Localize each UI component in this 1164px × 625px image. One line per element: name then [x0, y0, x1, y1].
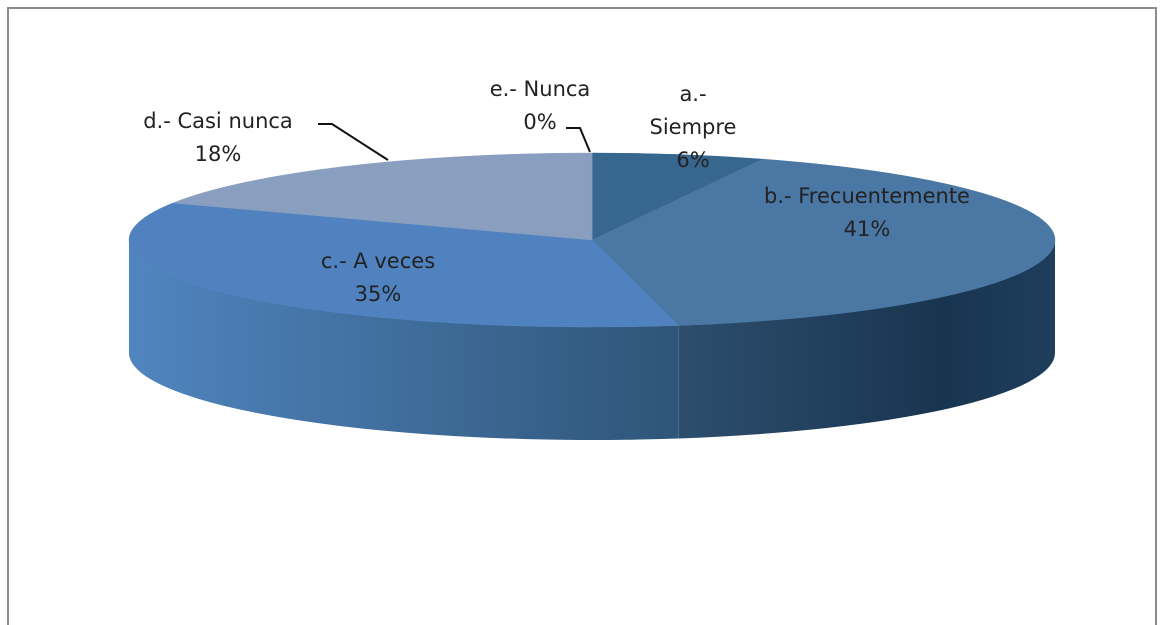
frame [7, 7, 1157, 625]
value-label: 35% [354, 282, 402, 306]
leader-line [318, 123, 389, 161]
value-label: 41% [843, 217, 891, 241]
slice-label: e.- Nunca 0% [455, 73, 625, 139]
slice [172, 152, 593, 241]
category-label: c.- A veces [320, 249, 436, 273]
slice-side [129, 240, 679, 440]
slice-label: c.- A veces 35% [283, 245, 473, 311]
slice-side [678, 240, 1055, 439]
slice-label: b.- Frecuentemente 41% [762, 180, 972, 246]
slice-label: a.- Siempre 6% [633, 78, 753, 177]
value-label: 0% [523, 110, 557, 134]
category-label: d.- Casi nunca [143, 109, 293, 133]
slice-label: d.- Casi nunca 18% [118, 105, 318, 171]
slice [128, 202, 680, 328]
slice [591, 158, 1056, 326]
slice [591, 152, 764, 241]
leader-line [566, 127, 591, 153]
category-label: a.- Siempre [649, 82, 737, 139]
category-label: e.- Nunca [489, 77, 591, 101]
category-label: b.- Frecuentemente [764, 184, 970, 208]
value-label: 18% [194, 142, 242, 166]
value-label: 6% [676, 148, 710, 172]
